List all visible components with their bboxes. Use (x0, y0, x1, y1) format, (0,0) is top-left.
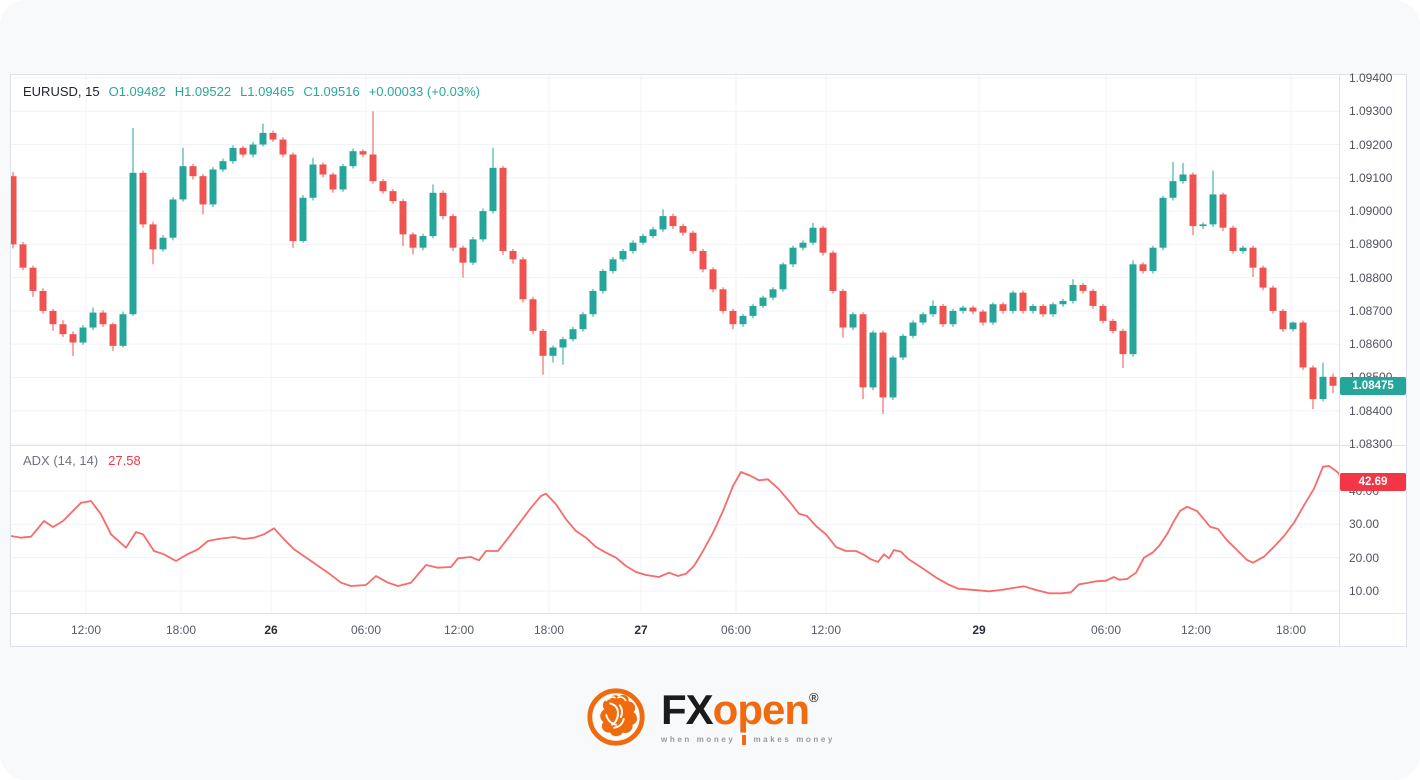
time-axis-label: 18:00 (165, 623, 197, 637)
logo-open-text: open (712, 686, 810, 733)
price-axis-label: 1.08700 (1349, 303, 1393, 318)
time-axis-label: 18:00 (1275, 623, 1307, 637)
fxopen-wordmark: FXopen® when money makes money (661, 689, 835, 745)
chart-plot-area[interactable] (11, 75, 1339, 613)
time-axis-label: 12:00 (810, 623, 842, 637)
price-scale[interactable]: 1.09400 1.09300 1.09200 1.09100 1.09000 1.089… (1340, 71, 1406, 613)
price-axis-label: 1.09100 (1349, 170, 1393, 185)
time-axis-day-label: 27 (634, 623, 648, 637)
time-axis-label: 06:00 (1090, 623, 1122, 637)
price-axis-label: 1.08400 (1349, 403, 1393, 418)
time-axis-label: 12:00 (70, 623, 102, 637)
price-axis-label: 1.09200 (1349, 137, 1393, 152)
symbol-legend[interactable]: EURUSD, 15 O1.09482 H1.09522 L1.09465 C1.095… (23, 84, 480, 99)
price-axis-label: 1.08900 (1349, 237, 1393, 252)
time-scale[interactable]: 12:00 18:00 26 06:00 12:00 18:00 27 06:00 12:00 2… (11, 614, 1339, 646)
fxopen-logo: FXopen® when money makes money (585, 686, 835, 748)
legend-low: L1.09465 (240, 84, 295, 99)
time-axis-label: 06:00 (350, 623, 382, 637)
price-axis-label: 1.09400 (1349, 71, 1393, 85)
adx-axis-label: 30.00 (1349, 517, 1380, 532)
legend-open: O1.09482 (108, 84, 166, 99)
time-axis-label: 06:00 (720, 623, 752, 637)
legend-change: +0.00033 (+0.03%) (368, 84, 481, 99)
price-axis-label: 1.09000 (1349, 204, 1393, 219)
price-axis-label: 1.09300 (1349, 104, 1393, 119)
time-axis-day-label: 26 (264, 623, 278, 637)
price-axis-label: 1.08600 (1349, 337, 1393, 352)
logo-fx-text: FX (661, 686, 714, 733)
time-axis-day-label: 29 (972, 623, 986, 637)
adx-value-badge: 42.69 (1340, 473, 1406, 492)
price-and-adx-chart[interactable] (11, 75, 1339, 613)
registered-mark: ® (809, 690, 819, 705)
chart-panel: EURUSD, 15 O1.09482 H1.09522 L1.09465 C1.095… (10, 71, 1407, 647)
time-axis-label: 12:00 (1180, 623, 1212, 637)
time-axis-label: 18:00 (533, 623, 565, 637)
tagline-divider (742, 735, 747, 745)
legend-high: H1.09522 (174, 84, 232, 99)
adx-axis-label: 10.00 (1349, 584, 1380, 598)
adx-current-value: 27.58 (108, 453, 141, 468)
price-axis-label: 1.08800 (1349, 270, 1393, 285)
fxopen-bull-icon (587, 688, 645, 746)
adx-legend[interactable]: ADX (14, 14) 27.58 (23, 453, 141, 468)
logo-tagline: when money makes money (661, 735, 835, 745)
adx-name: ADX (14, 14) (23, 453, 99, 468)
time-axis-label: 12:00 (443, 623, 475, 637)
adx-axis-label: 20.00 (1349, 550, 1380, 565)
price-axis-label: 1.08300 (1349, 437, 1393, 451)
pane-separator[interactable] (11, 445, 1406, 446)
legend-close: C1.09516 (303, 84, 360, 99)
price-scale-separator (1339, 75, 1340, 646)
last-price-badge: 1.08475 (1340, 376, 1406, 395)
symbol-name: EURUSD, 15 (23, 84, 100, 99)
time-axis-separator (11, 613, 1406, 614)
